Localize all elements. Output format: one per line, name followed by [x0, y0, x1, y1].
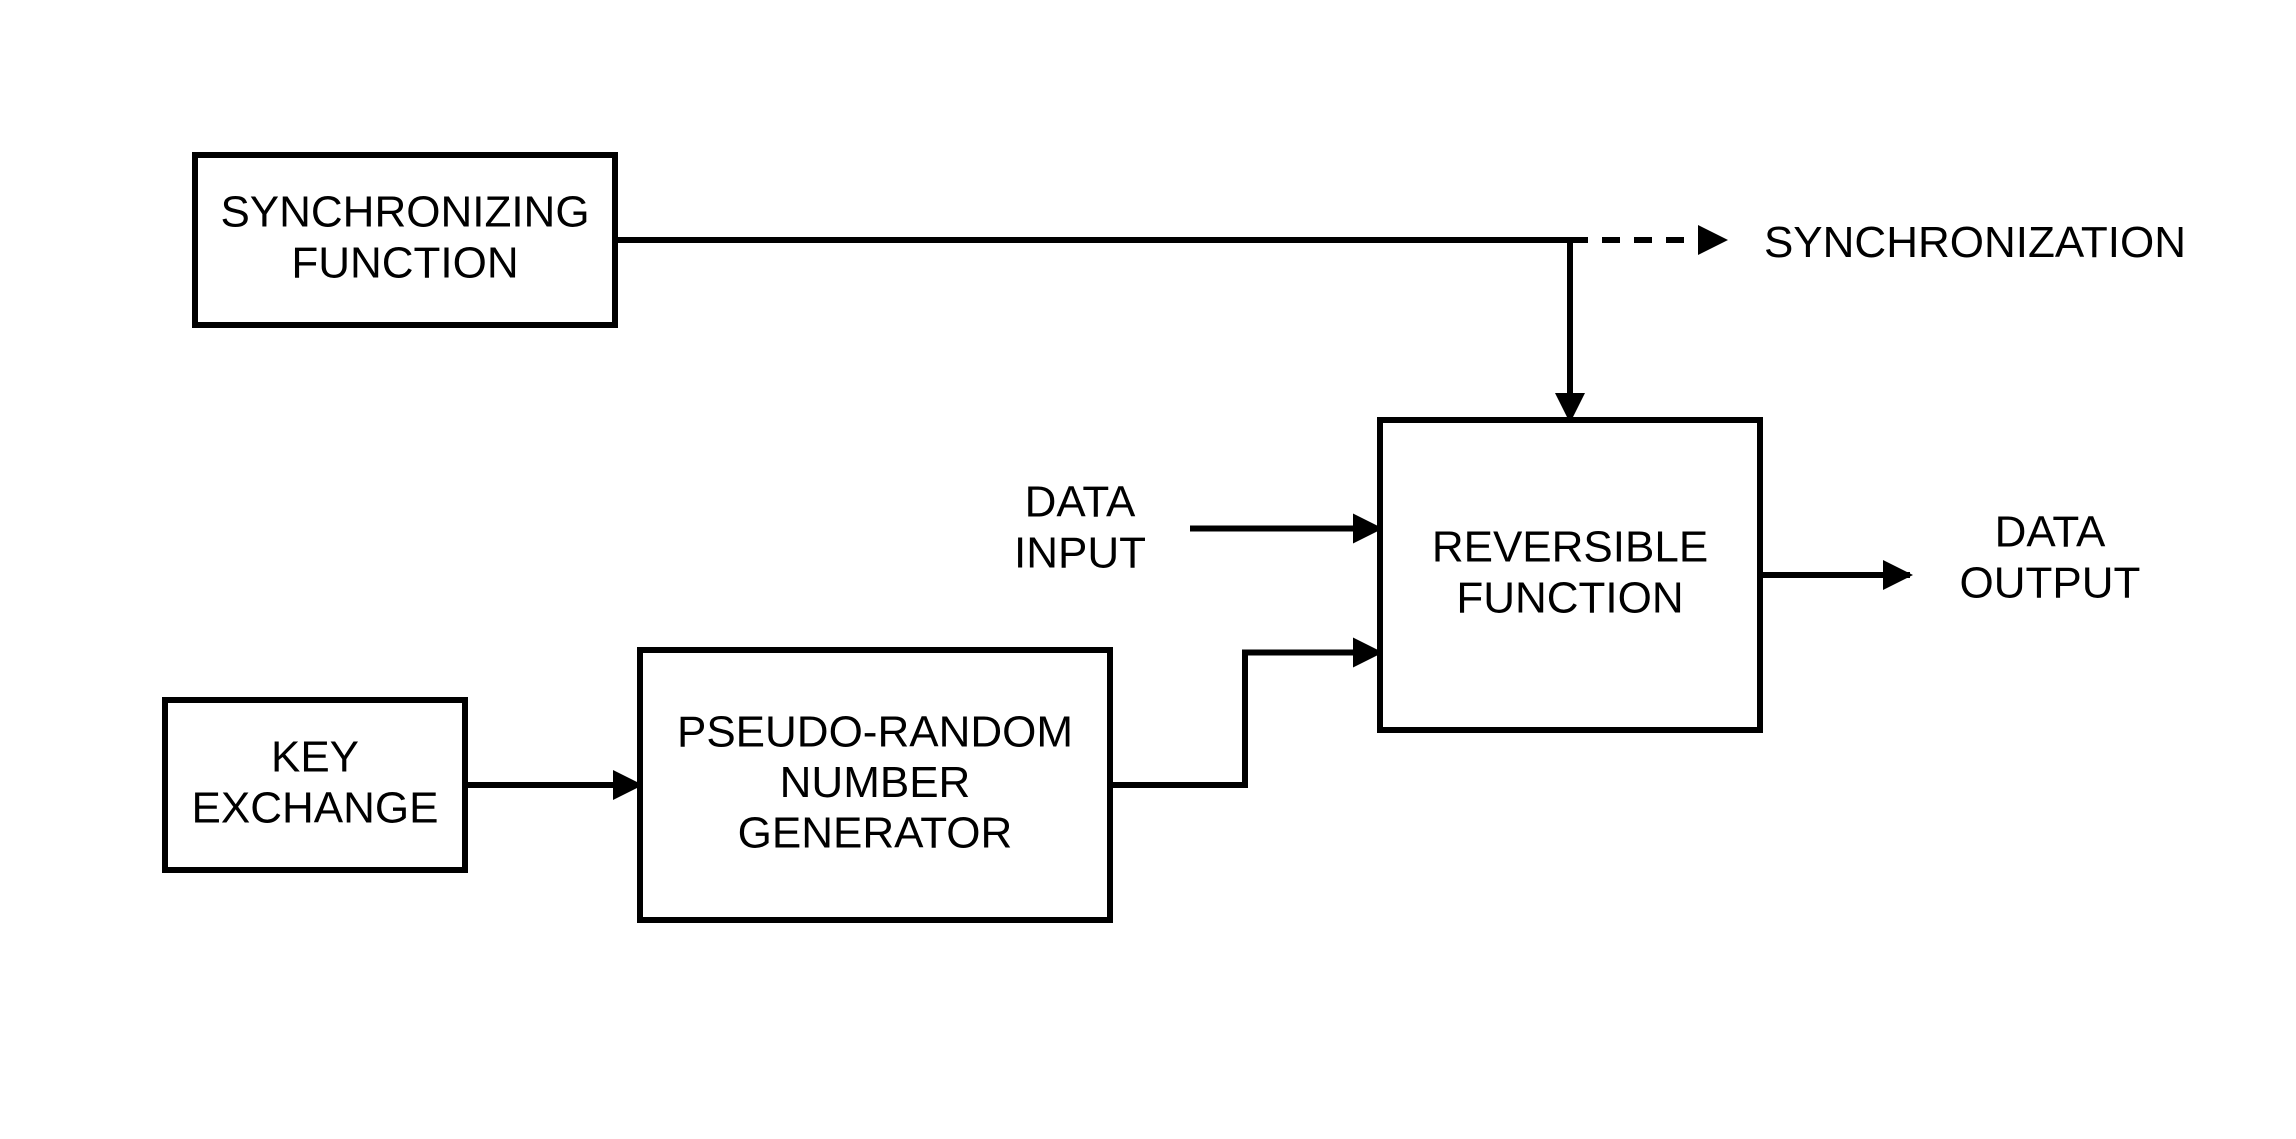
data-output-label: DATAOUTPUT — [1960, 507, 2141, 607]
sync_fn-label: SYNCHRONIZINGFUNCTION — [220, 187, 589, 287]
edge-sync-to-revfn — [615, 240, 1570, 420]
data-input-label: DATAINPUT — [1014, 477, 1146, 577]
edge-prng-to-revfn — [1110, 653, 1380, 786]
synchronization-label: SYNCHRONIZATION — [1764, 218, 2186, 267]
key_exch-label: KEYEXCHANGE — [192, 732, 439, 832]
block-diagram: SYNCHRONIZINGFUNCTION KEYEXCHANGE PSEUDO-R… — [0, 0, 2296, 1139]
prng-label: PSEUDO-RANDOMNUMBERGENERATOR — [677, 707, 1073, 857]
rev_fn-label: REVERSIBLEFUNCTION — [1432, 522, 1708, 622]
